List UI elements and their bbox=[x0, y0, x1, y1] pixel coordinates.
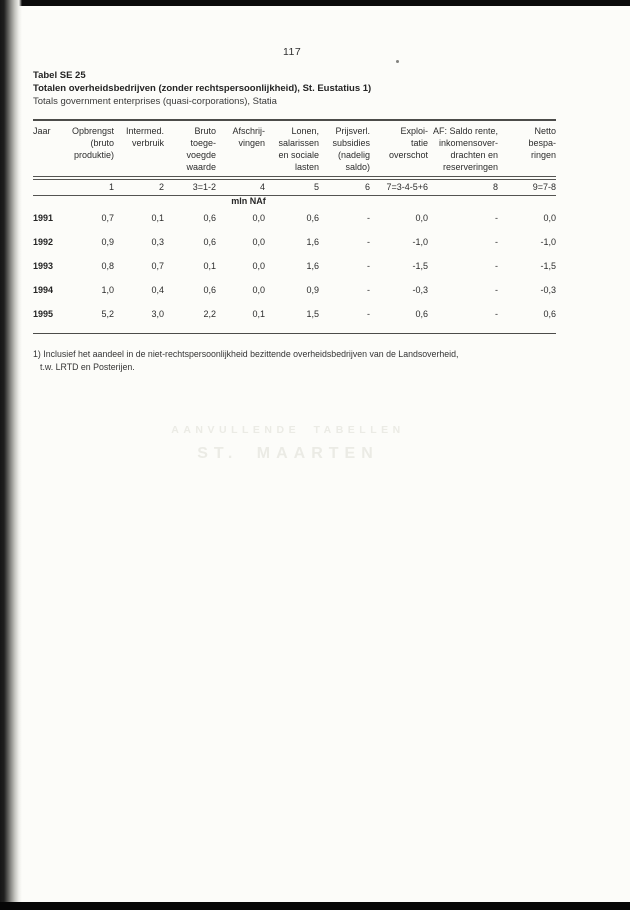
value-cell: 0,7 bbox=[101, 213, 114, 223]
value-cell: 0,0 bbox=[252, 285, 265, 295]
column-header-4: Afschrij-vingen bbox=[216, 119, 265, 178]
value-cell: -1,0 bbox=[540, 237, 556, 247]
value-cell: 1,6 bbox=[306, 261, 319, 271]
watermark-bleedthrough: AANVULLENDE TABELLEN ST. MAARTEN bbox=[0, 424, 630, 463]
unit-label: mln NAf bbox=[231, 196, 266, 206]
value-cell: 1,0 bbox=[101, 285, 114, 295]
table-row: 1994 1,0 0,4 0,6 0,0 0,9 - -0,3 - -0,3 bbox=[33, 278, 556, 302]
column-header-7: Exploi-tatie overschot bbox=[370, 119, 428, 178]
title-block: Tabel SE 25 Totalen overheidsbedrijven (… bbox=[33, 69, 371, 108]
value-cell: 0,6 bbox=[203, 237, 216, 247]
footnote: 1) Inclusief het aandeel in de niet-rech… bbox=[33, 348, 458, 373]
value-cell: 0,6 bbox=[306, 213, 319, 223]
value-cell: -0,3 bbox=[540, 285, 556, 295]
scan-edge-left bbox=[0, 0, 22, 910]
column-code-5: 5 bbox=[265, 176, 319, 196]
value-cell: 0,6 bbox=[203, 213, 216, 223]
value-cell: 0,1 bbox=[203, 261, 216, 271]
column-code-1: 1 bbox=[65, 176, 114, 196]
scan-edge-top bbox=[0, 0, 630, 6]
table-title-english: Totals government enterprises (quasi-cor… bbox=[33, 96, 277, 107]
value-cell: - bbox=[367, 261, 370, 271]
value-cell: - bbox=[428, 302, 498, 334]
statistics-table: Jaar Opbrengst (bruto produktie) Intermed. ve… bbox=[33, 119, 556, 334]
value-cell: 0,4 bbox=[151, 285, 164, 295]
value-cell: -1,5 bbox=[540, 261, 556, 271]
column-code-3: 3=1-2 bbox=[164, 176, 216, 196]
value-cell: 0,0 bbox=[415, 213, 428, 223]
year-cell: 1994 bbox=[33, 285, 54, 295]
table-row: 1991 0,7 0,1 0,6 0,0 0,6 - 0,0 - 0,0 bbox=[33, 206, 556, 230]
year-cell: 1992 bbox=[33, 237, 54, 247]
scan-edge-bottom bbox=[0, 902, 630, 910]
value-cell: 0,0 bbox=[252, 237, 265, 247]
value-cell: 0,9 bbox=[306, 285, 319, 295]
value-cell: 1,6 bbox=[306, 237, 319, 247]
column-header-jaar: Jaar bbox=[33, 119, 65, 178]
column-code-0 bbox=[33, 176, 65, 196]
value-cell: 0,6 bbox=[370, 302, 428, 334]
value-cell: 0,6 bbox=[498, 302, 556, 334]
value-cell: - bbox=[495, 285, 498, 295]
value-cell: 0,7 bbox=[151, 261, 164, 271]
year-cell: 1993 bbox=[33, 261, 54, 271]
column-code-4: 4 bbox=[216, 176, 265, 196]
footnote-line-1: 1) Inclusief het aandeel in de niet-rech… bbox=[33, 349, 459, 359]
value-cell: 0,0 bbox=[543, 213, 556, 223]
value-cell: 0,3 bbox=[151, 237, 164, 247]
value-cell: -1,0 bbox=[412, 237, 428, 247]
column-header-5: Lonen, salarissen en sociale lasten bbox=[265, 119, 319, 178]
column-header-row: Jaar Opbrengst (bruto produktie) Intermed. ve… bbox=[33, 119, 556, 178]
table-title-dutch: Totalen overheidsbedrijven (zonder recht… bbox=[33, 83, 372, 94]
value-cell: 5,2 bbox=[65, 302, 114, 334]
footnote-line-2: t.w. LRTD en Posterijen. bbox=[40, 361, 135, 372]
value-cell: 3,0 bbox=[114, 302, 164, 334]
column-header-2: Intermed. verbruik bbox=[114, 119, 164, 178]
column-code-9: 9=7-8 bbox=[498, 176, 556, 196]
value-cell: - bbox=[367, 237, 370, 247]
value-cell: 0,1 bbox=[151, 213, 164, 223]
column-header-9: Netto bespa-ringen bbox=[498, 119, 556, 178]
table-label: Tabel SE 25 bbox=[33, 70, 86, 81]
unit-row: mln NAf bbox=[33, 196, 556, 206]
table-row: 1993 0,8 0,7 0,1 0,0 1,6 - -1,5 - -1,5 bbox=[33, 254, 556, 278]
value-cell: 0,9 bbox=[101, 237, 114, 247]
value-cell: -0,3 bbox=[412, 285, 428, 295]
value-cell: 0,1 bbox=[216, 302, 265, 334]
value-cell: 0,0 bbox=[252, 261, 265, 271]
value-cell: - bbox=[495, 213, 498, 223]
value-cell: - bbox=[495, 261, 498, 271]
column-code-6: 6 bbox=[319, 176, 370, 196]
watermark-line-1: AANVULLENDE TABELLEN bbox=[171, 424, 405, 436]
column-code-row: 1 2 3=1-2 4 5 6 7=3-4-5+6 8 9=7-8 bbox=[33, 176, 556, 196]
watermark-line-2: ST. MAARTEN bbox=[197, 445, 379, 462]
table-row: 1995 5,2 3,0 2,2 0,1 1,5-0,6-0,6 bbox=[33, 302, 556, 334]
year-cell: 1991 bbox=[33, 213, 54, 223]
year-cell: 1995 bbox=[33, 302, 65, 334]
column-header-6: Prijsverl. subsidies (nadelig saldo) bbox=[319, 119, 370, 178]
value-cell: 0,8 bbox=[101, 261, 114, 271]
column-code-2: 2 bbox=[114, 176, 164, 196]
value-cell: - bbox=[319, 302, 370, 334]
column-code-8: 8 bbox=[428, 176, 498, 196]
column-header-3: Bruto toege-voegde waarde bbox=[164, 119, 216, 178]
value-cell: - bbox=[367, 285, 370, 295]
table-row: 1992 0,9 0,3 0,6 0,0 1,6 - -1,0 - -1,0 bbox=[33, 230, 556, 254]
ink-speck bbox=[396, 60, 399, 63]
value-cell: 0,6 bbox=[203, 285, 216, 295]
value-cell: - bbox=[495, 237, 498, 247]
value-cell: 0,0 bbox=[252, 213, 265, 223]
page-number: 117 bbox=[283, 46, 302, 58]
value-cell: 1,5 bbox=[265, 302, 319, 334]
column-header-8: AF: Saldo rente, inkomensover-drachten en… bbox=[428, 119, 498, 178]
value-cell: - bbox=[367, 213, 370, 223]
value-cell: 2,2 bbox=[164, 302, 216, 334]
value-cell: -1,5 bbox=[412, 261, 428, 271]
column-header-1: Opbrengst (bruto produktie) bbox=[65, 119, 114, 178]
column-code-7: 7=3-4-5+6 bbox=[370, 176, 428, 196]
